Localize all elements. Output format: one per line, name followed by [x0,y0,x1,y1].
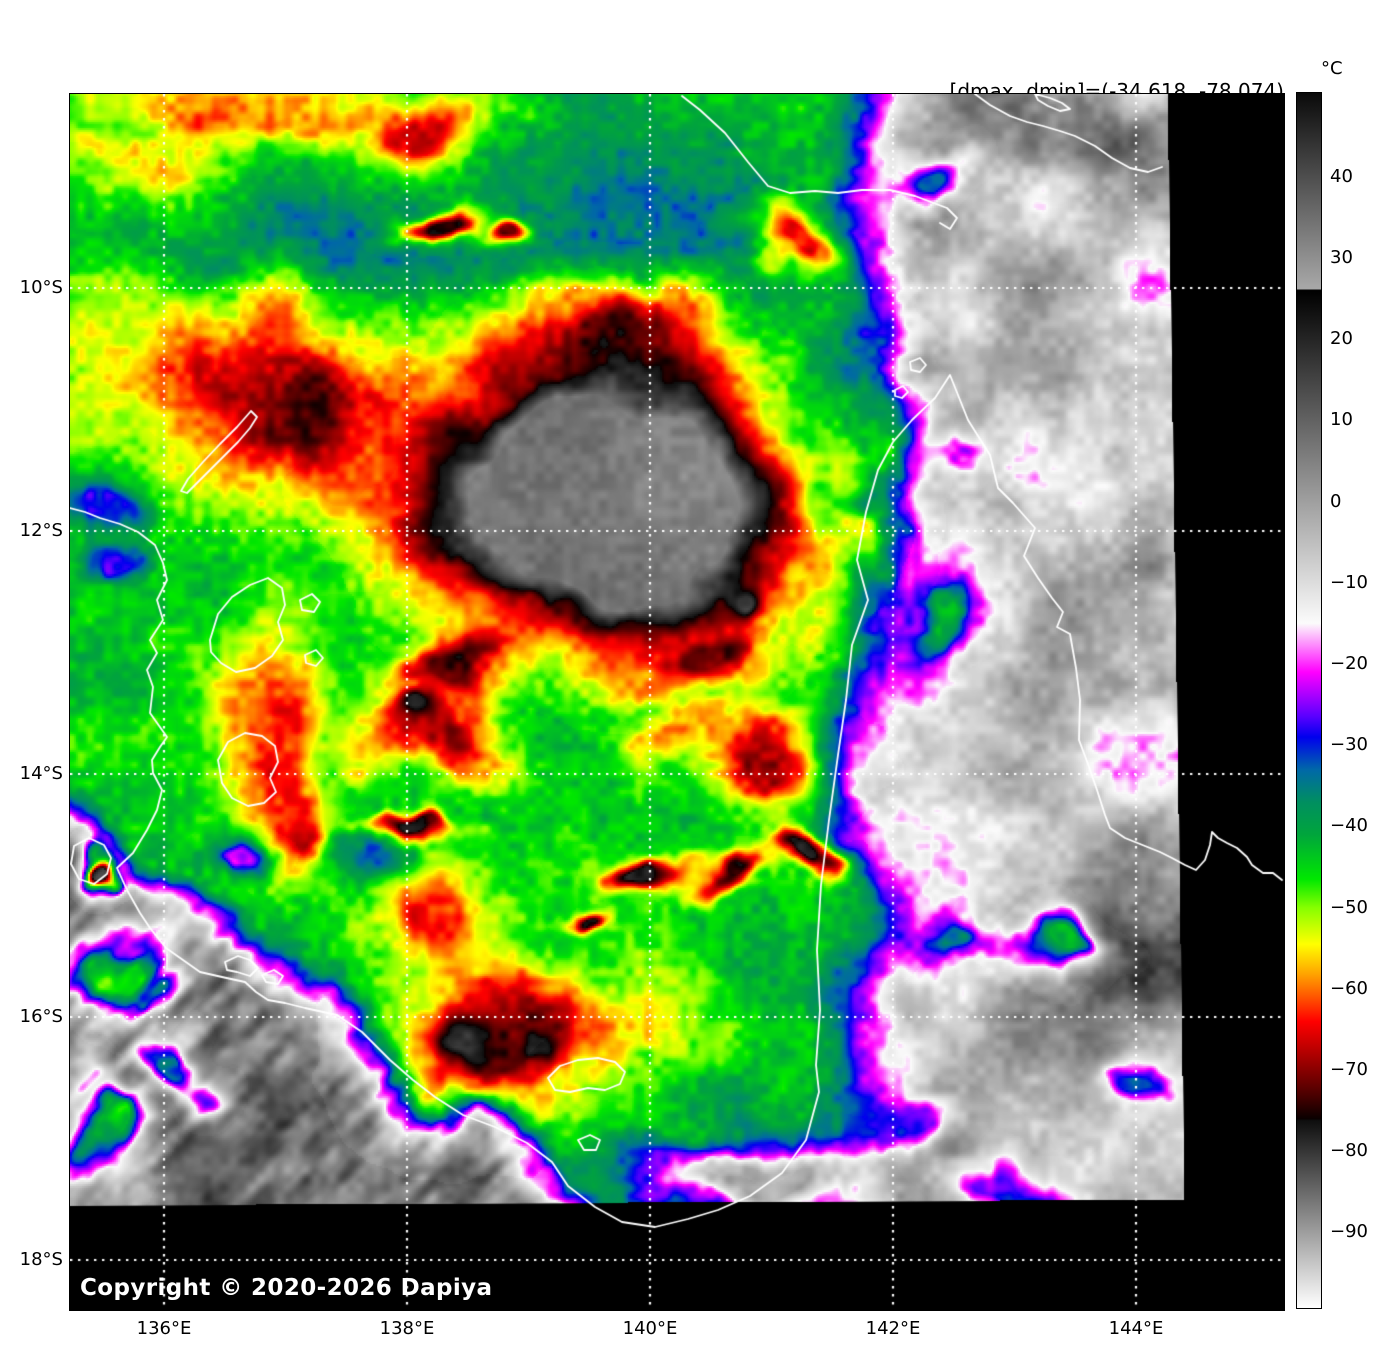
colorbar-unit-label: °C [1321,58,1343,79]
colorbar-tick-label: −60 [1330,977,1368,999]
colorbar-tick-label: 10 [1330,409,1353,431]
lat-tick-label: 16°S [19,1006,63,1027]
colorbar-tick-label: 40 [1330,165,1353,187]
lat-tick-label: 18°S [19,1249,63,1270]
colorbar-gradient [1297,93,1321,1308]
colorbar-tick-label: −70 [1330,1059,1368,1081]
colorbar-tick-label: −80 [1330,1140,1368,1162]
colorbar [1296,92,1322,1309]
colorbar-tick-label: 0 [1330,490,1342,512]
lat-tick-label: 14°S [19,763,63,784]
colorbar-tick-label: −50 [1330,896,1368,918]
colorbar-tick-label: 30 [1330,246,1353,268]
colorbar-tick-label: −30 [1330,734,1368,756]
colorbar-tick-label: −20 [1330,652,1368,674]
satellite-imagery-canvas [70,94,1284,1310]
lon-tick-label: 140°E [622,1318,678,1339]
colorbar-tick-label: −90 [1330,1221,1368,1243]
lon-tick-label: 136°E [136,1318,192,1339]
colorbar-tick-label: −10 [1330,571,1368,593]
lat-tick-label: 12°S [19,520,63,541]
copyright-watermark: Copyright © 2020-2026 Dapiya [80,1275,493,1301]
lon-tick-label: 138°E [379,1318,435,1339]
colorbar-tick-label: 20 [1330,328,1353,350]
lat-tick-label: 10°S [19,277,63,298]
lon-tick-label: 142°E [865,1318,921,1339]
satellite-map-frame: Copyright © 2020-2026 Dapiya [69,93,1285,1311]
lon-tick-label: 144°E [1108,1318,1164,1339]
colorbar-tick-label: −40 [1330,815,1368,837]
